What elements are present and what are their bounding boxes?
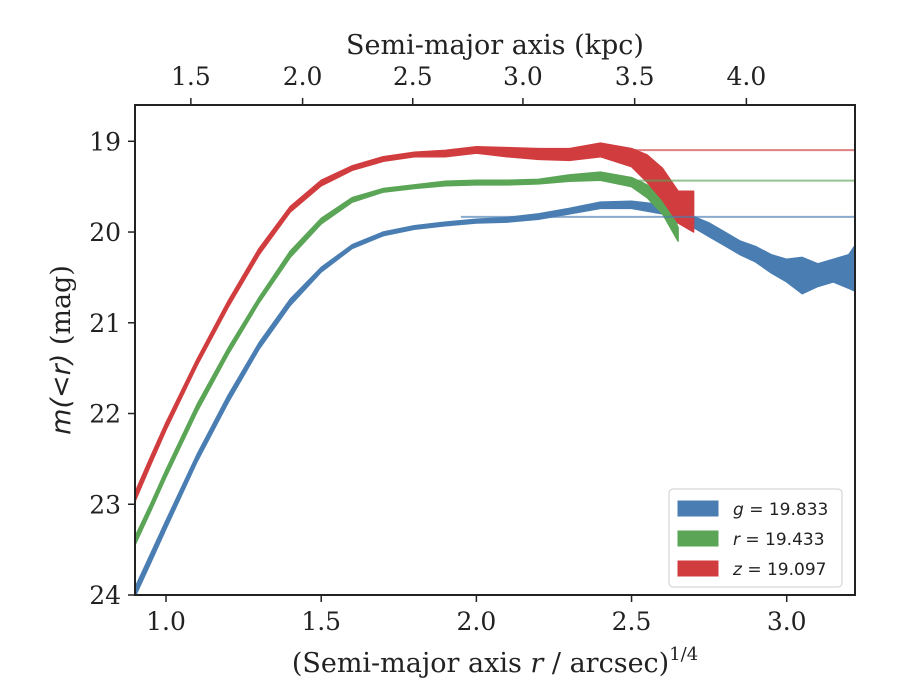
top-tick-label: 4.0 — [726, 62, 766, 91]
band-z — [135, 142, 695, 503]
legend-label-r: r = 19.433 — [733, 530, 825, 550]
y-tick-label: 20 — [89, 218, 121, 247]
band-r — [135, 171, 679, 546]
legend-label-z: z = 19.097 — [732, 560, 826, 580]
legend-swatch-g — [677, 500, 719, 517]
y-tick-label: 24 — [89, 581, 121, 610]
top-tick-label: 1.5 — [171, 62, 211, 91]
top-tick-label: 3.0 — [503, 62, 543, 91]
x-tick-label: 1.0 — [146, 607, 186, 636]
top-tick-label: 2.5 — [393, 62, 433, 91]
y-axis-label: m(<r) (mag) — [46, 265, 77, 435]
legend: g = 19.833 r = 19.433 z = 19.097 — [668, 488, 843, 588]
y-tick-label: 22 — [89, 400, 121, 429]
top-x-ticks: 1.5 2.0 2.5 3.0 3.5 4.0 — [171, 62, 766, 105]
top-tick-label: 2.0 — [283, 62, 323, 91]
bottom-x-axis-label: (Semi-major axis r / arcsec)1/4 — [292, 644, 698, 679]
x-tick-label: 2.0 — [456, 607, 496, 636]
top-x-axis-label: Semi-major axis (kpc) — [346, 30, 644, 61]
x-tick-label: 3.0 — [767, 607, 807, 636]
y-ticks: 19 20 21 22 23 24 — [89, 127, 135, 610]
asymptote-lines — [460, 149, 855, 218]
y-tick-label: 19 — [89, 127, 121, 156]
bottom-x-ticks: 1.0 1.5 2.0 2.5 3.0 — [146, 595, 807, 636]
y-tick-label: 23 — [89, 490, 121, 519]
y-tick-label: 21 — [89, 309, 121, 338]
legend-label-g: g = 19.833 — [733, 500, 828, 520]
x-tick-label: 2.5 — [612, 607, 652, 636]
plot-frame — [134, 104, 856, 596]
legend-swatch-z — [677, 560, 719, 577]
top-tick-label: 3.5 — [615, 62, 655, 91]
legend-swatch-r — [677, 530, 719, 547]
band-g — [135, 200, 855, 595]
series-bands — [135, 142, 855, 595]
x-tick-label: 1.5 — [301, 607, 341, 636]
